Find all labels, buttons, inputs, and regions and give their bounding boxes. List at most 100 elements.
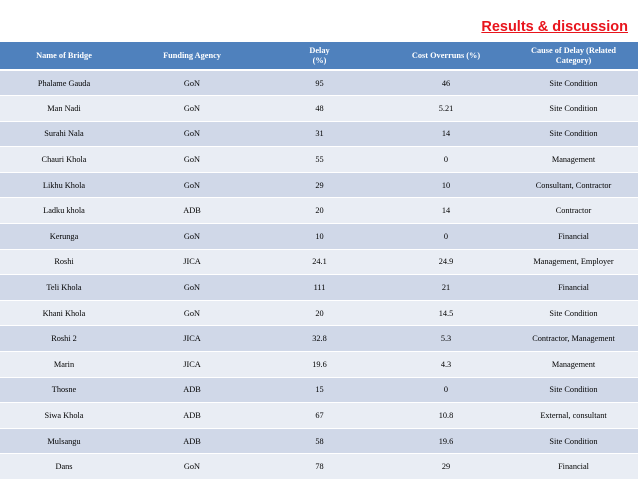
table-row: Likhu Khola GoN 29 10 Consultant, Contractor <box>0 172 638 199</box>
cell-bridge-name: Man Nadi <box>0 95 128 122</box>
cell-delay: 24.1 <box>256 249 383 276</box>
cell-cost-overrun: 5.3 <box>383 325 509 353</box>
cell-cause-of-delay: Management, Employer <box>509 249 638 276</box>
header-funding-agency: Funding Agency <box>128 42 256 71</box>
cell-cost-overrun: 0 <box>383 223 509 250</box>
table-row: Man Nadi GoN 48 5.21 Site Condition <box>0 95 638 122</box>
cell-cause-of-delay: Management <box>509 146 638 173</box>
header-delay-line2: (%) <box>312 55 327 65</box>
cell-bridge-name: Dans <box>0 453 128 480</box>
table-row: Chauri Khola GoN 55 0 Management <box>0 146 638 173</box>
cell-cause-of-delay: External, consultant <box>509 402 638 429</box>
cell-cause-of-delay: Consultant, Contractor <box>509 172 638 199</box>
table-row: Kerunga GoN 10 0 Financial <box>0 223 638 250</box>
cell-bridge-name: Thosne <box>0 377 128 404</box>
cell-funding-agency: GoN <box>128 95 256 122</box>
cell-funding-agency: ADB <box>128 428 256 455</box>
cell-cost-overrun: 10 <box>383 172 509 199</box>
cell-funding-agency: GoN <box>128 121 256 148</box>
cell-cause-of-delay: Financial <box>509 274 638 301</box>
cell-cost-overrun: 14 <box>383 121 509 148</box>
cell-funding-agency: GoN <box>128 146 256 173</box>
cell-cause-of-delay: Site Condition <box>509 428 638 455</box>
cell-funding-agency: GoN <box>128 274 256 301</box>
cell-delay: 20 <box>256 197 383 225</box>
cell-cause-of-delay: Contractor, Management <box>509 325 638 353</box>
cell-cost-overrun: 29 <box>383 453 509 480</box>
cell-bridge-name: Chauri Khola <box>0 146 128 173</box>
cell-cost-overrun: 46 <box>383 70 509 97</box>
table-row: Marin JICA 19.6 4.3 Management <box>0 351 638 378</box>
cell-cost-overrun: 0 <box>383 377 509 404</box>
cell-cost-overrun: 10.8 <box>383 402 509 429</box>
cell-cause-of-delay: Site Condition <box>509 300 638 327</box>
cell-bridge-name: Likhu Khola <box>0 172 128 199</box>
cell-cause-of-delay: Financial <box>509 453 638 480</box>
cell-bridge-name: Roshi 2 <box>0 325 128 353</box>
table-row: Mulsangu ADB 58 19.6 Site Condition <box>0 428 638 455</box>
cell-cost-overrun: 4.3 <box>383 351 509 378</box>
table-row: Thosne ADB 15 0 Site Condition <box>0 377 638 404</box>
cell-funding-agency: JICA <box>128 351 256 378</box>
cell-bridge-name: Siwa Khola <box>0 402 128 429</box>
cell-delay: 32.8 <box>256 325 383 353</box>
cell-delay: 58 <box>256 428 383 455</box>
cell-funding-agency: GoN <box>128 70 256 97</box>
cell-cost-overrun: 19.6 <box>383 428 509 455</box>
header-cost-overruns: Cost Overruns (%) <box>383 42 509 71</box>
cell-cause-of-delay: Financial <box>509 223 638 250</box>
cell-funding-agency: GoN <box>128 300 256 327</box>
cell-bridge-name: Marin <box>0 351 128 378</box>
cell-delay: 29 <box>256 172 383 199</box>
cell-delay: 10 <box>256 223 383 250</box>
cell-bridge-name: Roshi <box>0 249 128 276</box>
cell-cost-overrun: 5.21 <box>383 95 509 122</box>
cell-cause-of-delay: Management <box>509 351 638 378</box>
table-row: Teli Khola GoN 111 21 Financial <box>0 274 638 301</box>
header-cause-line1: Cause of Delay (Related <box>530 45 617 55</box>
cell-funding-agency: GoN <box>128 453 256 480</box>
cell-funding-agency: GoN <box>128 223 256 250</box>
table-row: Roshi JICA 24.1 24.9 Management, Employer <box>0 249 638 276</box>
table-row: Khani Khola GoN 20 14.5 Site Condition <box>0 300 638 327</box>
cell-cause-of-delay: Site Condition <box>509 95 638 122</box>
cell-cause-of-delay: Site Condition <box>509 377 638 404</box>
cell-cost-overrun: 21 <box>383 274 509 301</box>
table-row: Ladku khola ADB 20 14 Contractor <box>0 197 638 225</box>
cell-delay: 55 <box>256 146 383 173</box>
cell-bridge-name: Surahi Nala <box>0 121 128 148</box>
cell-cause-of-delay: Contractor <box>509 197 638 225</box>
table-row: Siwa Khola ADB 67 10.8 External, consultant <box>0 402 638 429</box>
cell-delay: 15 <box>256 377 383 404</box>
cell-bridge-name: Phalame Gauda <box>0 70 128 97</box>
table-row: Dans GoN 78 29 Financial <box>0 453 638 480</box>
cell-cost-overrun: 14 <box>383 197 509 225</box>
slide-title: Results & discussion <box>481 19 628 35</box>
table-row: Surahi Nala GoN 31 14 Site Condition <box>0 121 638 148</box>
table-row: Roshi 2 JICA 32.8 5.3 Contractor, Management <box>0 325 638 353</box>
cell-cost-overrun: 0 <box>383 146 509 173</box>
table-body: Phalame Gauda GoN 95 46 Site Condition Man Na… <box>0 70 638 480</box>
cell-bridge-name: Kerunga <box>0 223 128 250</box>
cell-delay: 19.6 <box>256 351 383 378</box>
header-delay-line1: Delay <box>309 45 330 55</box>
cell-delay: 111 <box>256 274 383 301</box>
cell-delay: 78 <box>256 453 383 480</box>
cell-cost-overrun: 14.5 <box>383 300 509 327</box>
cell-funding-agency: GoN <box>128 172 256 199</box>
cell-bridge-name: Ladku khola <box>0 197 128 225</box>
bridge-delay-table: Name of Bridge Funding Agency Delay (%) C… <box>0 42 638 480</box>
header-cause-of-delay: Cause of Delay (Related Category) <box>509 42 638 71</box>
table-row: Phalame Gauda GoN 95 46 Site Condition <box>0 70 638 97</box>
cell-cause-of-delay: Site Condition <box>509 70 638 97</box>
header-delay: Delay (%) <box>256 42 383 71</box>
table-header: Name of Bridge Funding Agency Delay (%) C… <box>0 42 638 71</box>
cell-funding-agency: ADB <box>128 377 256 404</box>
cell-funding-agency: ADB <box>128 197 256 225</box>
cell-bridge-name: Khani Khola <box>0 300 128 327</box>
cell-delay: 67 <box>256 402 383 429</box>
header-cause-line2: Category) <box>555 55 592 65</box>
cell-funding-agency: JICA <box>128 325 256 353</box>
cell-cost-overrun: 24.9 <box>383 249 509 276</box>
cell-cause-of-delay: Site Condition <box>509 121 638 148</box>
